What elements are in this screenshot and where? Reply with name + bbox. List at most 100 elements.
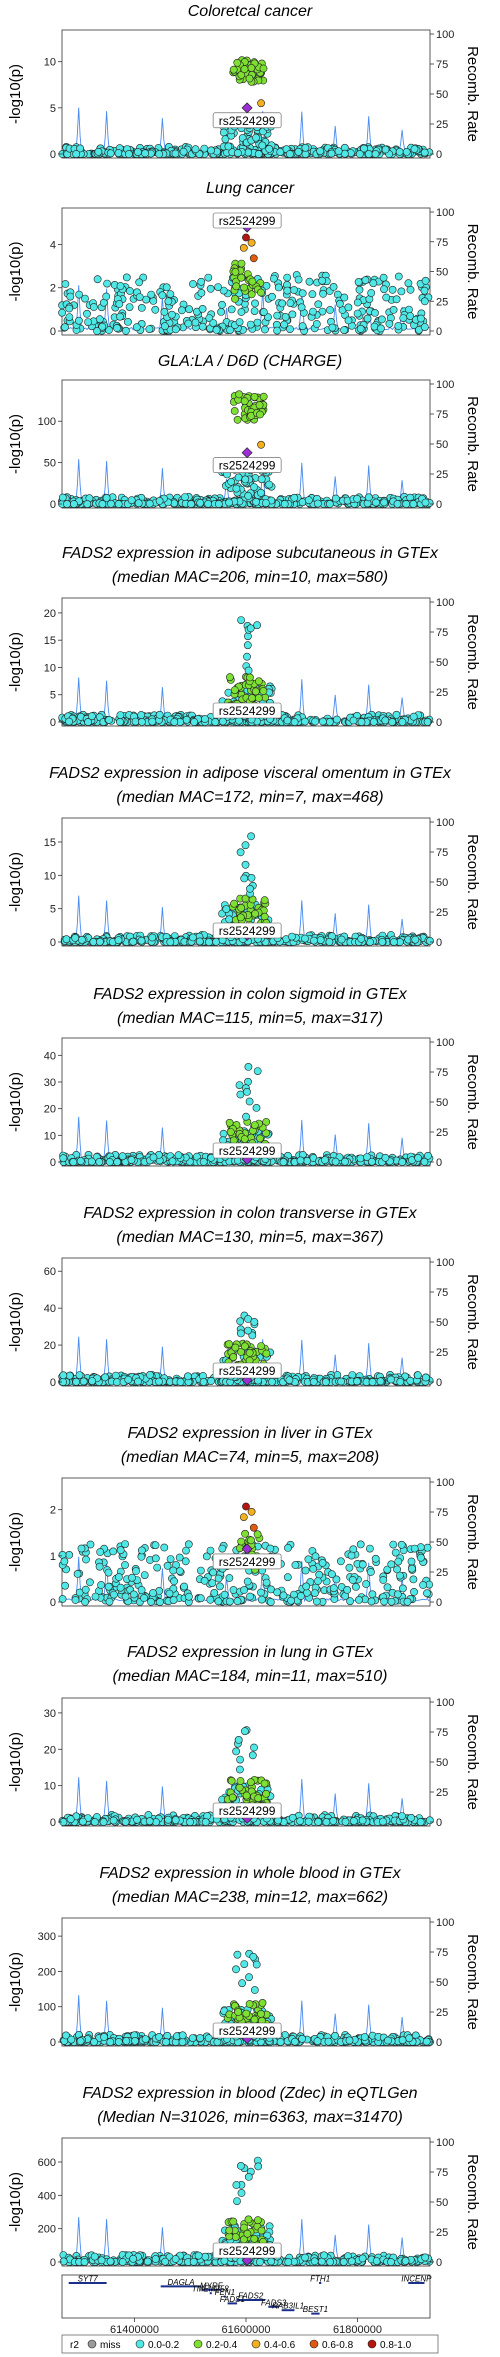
snp-point: [311, 1552, 320, 1561]
snp-point: [416, 1818, 425, 1826]
snp-point: [242, 233, 250, 242]
snp-point: [384, 2036, 392, 2045]
snp-point: [287, 1596, 295, 1605]
snp-point: [66, 292, 75, 301]
snp-point: [362, 1580, 370, 1588]
snp-point: [103, 279, 111, 288]
lead-snp-label: rs2524299: [219, 1804, 276, 1818]
snp-point: [241, 475, 250, 484]
snp-point: [229, 65, 238, 74]
y-tick-label: 0: [50, 326, 56, 338]
snp-point: [309, 1565, 318, 1573]
snp-point: [421, 498, 430, 507]
y2-tick-label: 0: [436, 1817, 442, 1829]
panel-2: Lung cancerrs25242990240255075100-log10(…: [7, 180, 481, 338]
snp-point: [178, 2031, 187, 2040]
snp-point: [420, 323, 429, 331]
snp-point: [170, 1577, 178, 1586]
snp-point: [200, 715, 209, 723]
snp-point: [286, 325, 294, 333]
snp-point: [189, 280, 197, 288]
snp-point: [369, 279, 378, 288]
snp-point: [245, 1348, 254, 1357]
snp-point: [224, 142, 233, 151]
y2-tick-label: 25: [436, 2007, 448, 2019]
snp-point: [354, 278, 363, 286]
snp-point: [266, 1544, 275, 1553]
snp-point: [260, 896, 269, 905]
snp-point: [383, 1583, 392, 1592]
snp-point: [135, 293, 144, 301]
y2-tick-label: 100: [436, 1037, 454, 1049]
snp-point: [285, 150, 294, 158]
snp-point: [232, 1965, 240, 1974]
y-tick-label: 200: [38, 1966, 56, 1978]
snp-point: [258, 1999, 267, 2007]
snp-point: [137, 1552, 146, 1561]
snp-point: [409, 712, 418, 721]
snp-point: [331, 2031, 339, 2040]
y2-tick-label: 75: [436, 1727, 448, 1739]
snp-point: [324, 2037, 333, 2046]
snp-point: [149, 1589, 157, 1597]
snp-point: [129, 937, 138, 946]
y2-tick-label: 75: [436, 1067, 448, 1079]
y2-tick-label: 25: [436, 296, 448, 308]
snp-point: [357, 718, 366, 726]
snp-point: [71, 1596, 80, 1604]
snp-point: [310, 1589, 319, 1597]
snp-point: [177, 306, 186, 315]
snp-point: [313, 499, 322, 508]
snp-point: [394, 322, 403, 330]
snp-point: [145, 325, 154, 333]
snp-point: [314, 1818, 323, 1826]
snp-point: [219, 286, 228, 295]
y2-tick-label: 75: [436, 1947, 448, 1959]
snp-point: [237, 273, 246, 282]
snp-point: [118, 1152, 127, 1161]
snp-point: [235, 1765, 244, 1774]
panel-9: FADS2 expression in lung in GTEx(median …: [7, 1644, 481, 1829]
snp-point: [380, 285, 388, 294]
snp-point: [110, 1590, 118, 1599]
snp-point: [397, 1540, 406, 1549]
snp-point: [148, 717, 157, 726]
snp-point: [65, 1551, 74, 1559]
snp-point: [268, 292, 276, 301]
snp-point: [116, 711, 125, 719]
y2-tick-label: 25: [436, 1127, 448, 1139]
snp-point: [79, 1817, 87, 1826]
snp-point: [251, 687, 260, 696]
snp-point: [218, 300, 226, 309]
panel-title: (median MAC=238, min=12, max=662): [112, 1889, 388, 1906]
snp-point: [246, 320, 255, 329]
snp-point: [325, 499, 334, 508]
snp-point: [301, 717, 309, 726]
y2-tick-label: 75: [436, 1287, 448, 1299]
snp-point: [281, 313, 290, 321]
snp-point: [258, 141, 267, 150]
snp-point: [235, 318, 244, 326]
snp-point: [169, 1566, 178, 1575]
y2-tick-label: 75: [436, 847, 448, 859]
snp-point: [186, 1818, 194, 1826]
snp-point: [63, 500, 71, 508]
snp-point: [345, 2036, 354, 2045]
snp-point: [409, 1575, 418, 1584]
snp-point: [290, 718, 299, 726]
snp-point: [82, 1555, 90, 1564]
snp-point: [240, 1727, 249, 1736]
snp-point: [406, 285, 415, 294]
snp-point: [256, 410, 264, 419]
snp-point: [191, 318, 200, 327]
snp-point: [170, 718, 179, 726]
y2-tick-label: 0: [436, 1377, 442, 1389]
snp-point: [59, 1371, 68, 1380]
y2-tick-label: 100: [436, 1697, 454, 1709]
y2-tick-label: 50: [436, 1757, 448, 1769]
snp-point: [367, 1597, 376, 1606]
snp-point: [236, 848, 245, 857]
snp-point: [71, 934, 80, 942]
y-axis-label: -log10(p): [7, 1952, 24, 2012]
snp-point: [250, 1121, 259, 1129]
